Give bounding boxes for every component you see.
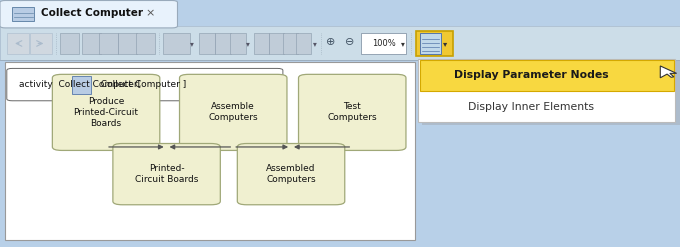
FancyBboxPatch shape [215,33,231,54]
FancyBboxPatch shape [52,74,160,150]
FancyBboxPatch shape [230,33,246,54]
FancyBboxPatch shape [30,33,52,54]
FancyBboxPatch shape [5,62,415,240]
Text: Display Inner Elements: Display Inner Elements [469,102,594,112]
FancyBboxPatch shape [299,74,406,150]
Text: ▾: ▾ [190,39,194,48]
Text: Collect Computer: Collect Computer [41,8,143,18]
Text: activity  Collect Computer[: activity Collect Computer[ [19,80,141,89]
FancyBboxPatch shape [0,26,680,60]
Text: Printed-
Circuit Boards: Printed- Circuit Boards [135,164,199,184]
FancyBboxPatch shape [420,60,674,91]
FancyBboxPatch shape [82,33,101,54]
FancyBboxPatch shape [416,31,453,56]
FancyBboxPatch shape [254,33,269,54]
FancyBboxPatch shape [72,76,91,94]
Text: 100%: 100% [372,39,395,48]
FancyBboxPatch shape [0,0,177,28]
FancyBboxPatch shape [7,68,283,101]
Text: Collect Computer ]: Collect Computer ] [95,80,186,89]
Text: Assemble
Computers: Assemble Computers [209,102,258,123]
FancyBboxPatch shape [7,33,29,54]
FancyBboxPatch shape [361,33,406,54]
FancyBboxPatch shape [99,33,118,54]
Text: ▾: ▾ [401,39,405,48]
Text: ▾: ▾ [313,39,317,48]
FancyBboxPatch shape [422,61,680,125]
FancyBboxPatch shape [180,74,287,150]
FancyBboxPatch shape [0,0,680,26]
FancyBboxPatch shape [113,144,220,205]
FancyBboxPatch shape [118,33,137,54]
FancyBboxPatch shape [283,33,298,54]
Text: ▾: ▾ [443,39,447,48]
FancyBboxPatch shape [60,33,79,54]
FancyBboxPatch shape [237,144,345,205]
FancyBboxPatch shape [296,33,311,54]
Text: Assembled
Computers: Assembled Computers [267,164,316,184]
Text: Test
Computers: Test Computers [328,102,377,123]
FancyBboxPatch shape [420,33,441,54]
FancyBboxPatch shape [12,7,34,21]
FancyBboxPatch shape [418,59,675,122]
Text: ×: × [146,8,155,18]
Polygon shape [660,66,677,78]
FancyBboxPatch shape [163,33,190,54]
FancyBboxPatch shape [199,33,215,54]
Text: ⊖: ⊖ [345,38,355,47]
Text: ⊕: ⊕ [326,38,336,47]
FancyBboxPatch shape [269,33,284,54]
FancyBboxPatch shape [136,33,155,54]
Text: Display Parameter Nodes: Display Parameter Nodes [454,70,609,80]
Text: ▾: ▾ [246,39,250,48]
Text: Produce
Printed-Circuit
Boards: Produce Printed-Circuit Boards [73,97,139,128]
